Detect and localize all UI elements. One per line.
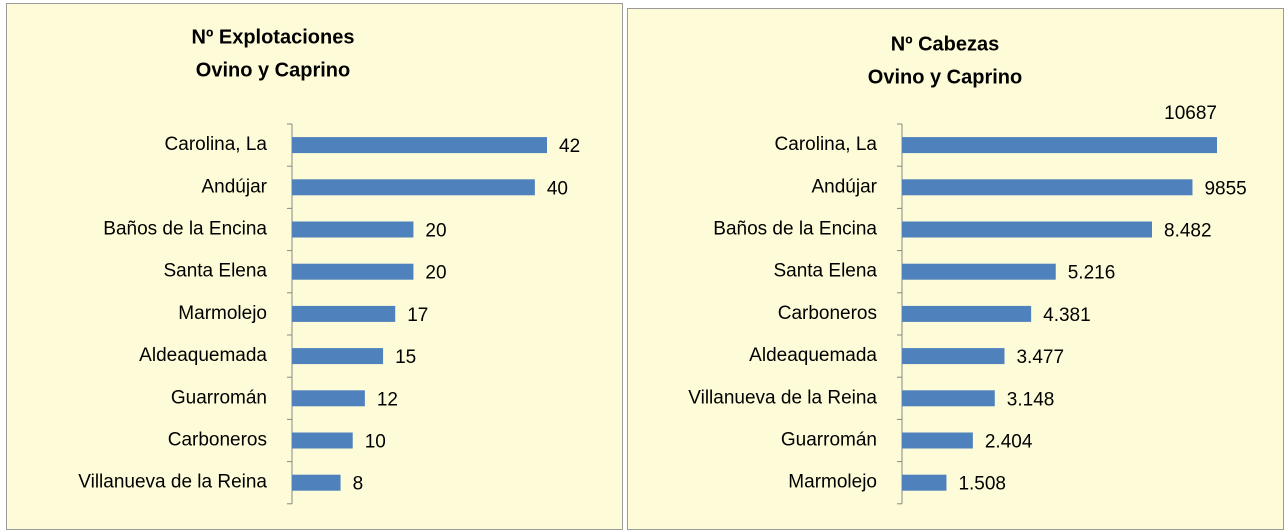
category-label: Marmolejo	[178, 303, 267, 324]
bar	[902, 474, 947, 491]
chart-title: Nº Explotaciones	[192, 26, 355, 48]
category-label: Andújar	[812, 176, 878, 197]
value-label: 3.477	[1016, 347, 1064, 368]
value-label: 42	[559, 136, 580, 157]
bar	[902, 390, 995, 407]
bar	[902, 137, 1217, 154]
bar	[292, 263, 414, 280]
value-label: 17	[407, 305, 428, 326]
value-label: 2.404	[985, 432, 1033, 453]
bar	[292, 179, 535, 196]
category-label: Aldeaquemada	[139, 345, 267, 366]
bar	[902, 263, 1056, 280]
value-label: 12	[377, 389, 398, 410]
value-label: 8.482	[1164, 221, 1212, 242]
bar	[902, 348, 1005, 365]
category-label: Villanueva de la Reina	[78, 472, 267, 493]
category-label: Santa Elena	[773, 261, 877, 282]
value-label: 10	[365, 432, 386, 453]
category-label: Guarromán	[781, 430, 877, 451]
category-label: Santa Elena	[163, 261, 267, 282]
value-label: 9855	[1204, 178, 1246, 199]
value-label: 10687	[1164, 103, 1217, 124]
bar	[902, 305, 1032, 322]
category-label: Carolina, La	[775, 134, 878, 155]
value-label: 4.381	[1043, 305, 1091, 326]
category-label: Aldeaquemada	[749, 345, 877, 366]
bar	[902, 221, 1153, 238]
bar	[292, 348, 384, 365]
chart-title: Nº Cabezas	[891, 33, 999, 55]
category-label: Andújar	[202, 176, 268, 197]
value-label: 3.148	[1007, 389, 1055, 410]
bar	[292, 390, 365, 407]
category-label: Carboneros	[778, 303, 877, 324]
category-label: Baños de la Encina	[103, 219, 267, 240]
bar	[902, 179, 1193, 196]
bar	[902, 432, 973, 449]
value-label: 20	[425, 263, 446, 284]
bar	[292, 221, 414, 238]
value-label: 15	[395, 347, 416, 368]
chart-title: Ovino y Caprino	[868, 66, 1022, 88]
bar	[292, 305, 396, 322]
bar	[292, 432, 353, 449]
category-label: Carboneros	[168, 430, 267, 451]
category-label: Villanueva de la Reina	[688, 387, 877, 408]
category-label: Carolina, La	[165, 134, 268, 155]
category-label: Guarromán	[171, 387, 267, 408]
value-label: 20	[425, 221, 446, 242]
category-label: Baños de la Encina	[713, 219, 877, 240]
bar	[292, 474, 341, 491]
value-label: 1.508	[958, 474, 1006, 495]
chart-title: Ovino y Caprino	[196, 59, 350, 81]
value-label: 40	[547, 178, 568, 199]
value-label: 5.216	[1068, 263, 1116, 284]
value-label: 8	[353, 474, 364, 495]
bar	[292, 137, 547, 154]
category-label: Marmolejo	[788, 472, 877, 493]
